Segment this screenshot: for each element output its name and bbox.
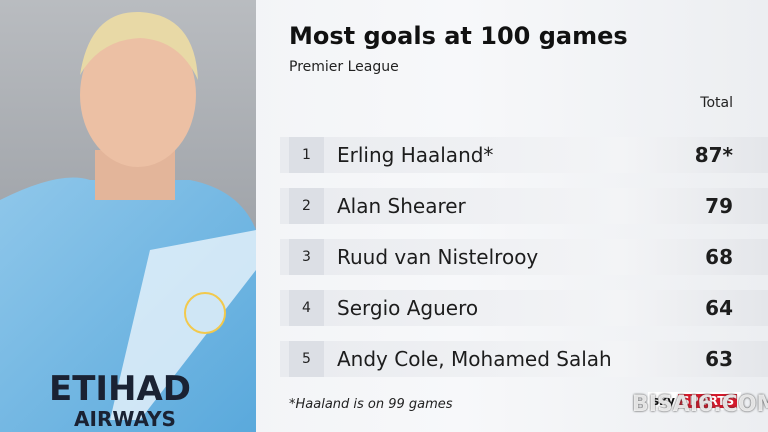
table-row: 2 Alan Shearer 79: [280, 188, 768, 224]
table-row: 4 Sergio Aguero 64: [280, 290, 768, 326]
shirt-text: ETIHAD: [49, 369, 191, 409]
player-name: Alan Shearer: [337, 194, 466, 218]
rank: 1: [289, 137, 324, 173]
subtitle: Premier League: [289, 59, 399, 75]
rank: 4: [289, 290, 324, 326]
logo-brand: sky: [652, 394, 675, 408]
shirt-text: AIRWAYS: [74, 407, 176, 431]
table-row: 3 Ruud van Nistelrooy 68: [280, 239, 768, 275]
rank: 2: [289, 188, 324, 224]
player-name: Andy Cole, Mohamed Salah: [337, 347, 612, 371]
player-name: Erling Haaland*: [337, 143, 494, 167]
goals-total: 87*: [694, 143, 733, 167]
goals-total: 64: [705, 296, 733, 320]
player-photo: ETIHAD AIRWAYS: [0, 0, 256, 432]
goals-total: 63: [705, 347, 733, 371]
logo: sky SPORTS: [648, 392, 742, 410]
logo-text: SPORTS: [677, 394, 738, 408]
column-header: Total: [700, 95, 733, 111]
footnote: *Haaland is on 99 games: [289, 397, 453, 412]
rank: 5: [289, 341, 324, 377]
watermark: BISAI6.COM: [632, 392, 768, 417]
goals-total: 68: [705, 245, 733, 269]
goals-total: 79: [705, 194, 733, 218]
player-name: Sergio Aguero: [337, 296, 479, 320]
title: Most goals at 100 games: [289, 22, 628, 50]
table-row: 5 Andy Cole, Mohamed Salah 63: [280, 341, 768, 377]
player-name: Ruud van Nistelrooy: [337, 245, 539, 269]
rank: 3: [289, 239, 324, 275]
table-row: 1 Erling Haaland* 87*: [280, 137, 768, 173]
